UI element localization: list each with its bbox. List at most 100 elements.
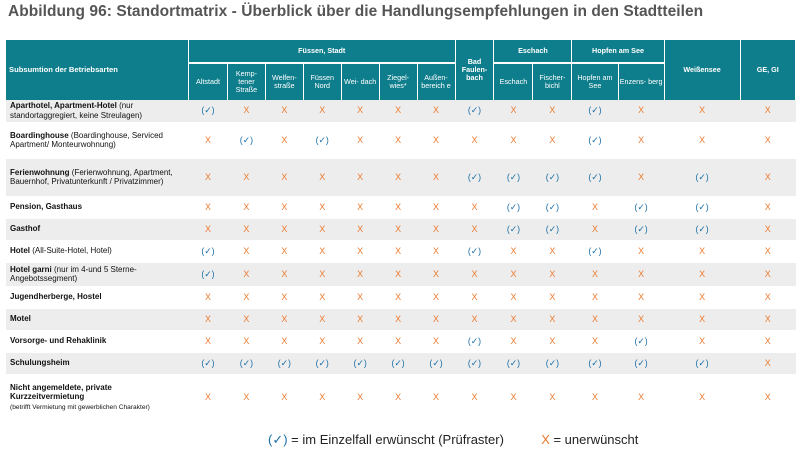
check-symbol: (✓) [695,201,709,212]
row-detail: (betrifft Vermietung mit gewerblichen Ch… [10,403,150,411]
cross-mark: X [664,286,740,309]
cross-symbol: X [319,268,326,279]
cross-mark: X [455,308,494,331]
check-symbol: (✓) [467,105,482,116]
cross-mark: X [227,286,266,309]
cross-symbol: X [433,391,440,402]
cross-mark: X [740,352,796,375]
cross-mark: X [618,286,665,309]
header-group: Weißensee [664,40,741,100]
cross-mark: X [303,262,342,287]
check-mark: (✓) [493,218,533,241]
cross-mark: X [303,196,342,219]
cross-symbol: X [281,335,288,346]
cross-symbol: X [433,245,440,256]
cross-symbol: X [699,391,706,402]
check-mark: (✓) [455,100,494,123]
cross-mark: X [188,218,228,241]
cross-mark: X [740,286,796,309]
cross-mark: X [455,218,494,241]
check-mark: (✓) [571,122,619,159]
row-name: Boardinghouse [10,130,69,140]
cross-symbol: X [764,245,771,256]
cross-mark: X [664,330,740,353]
cross-symbol: X [357,391,364,402]
row-label: Jugendherberge, Hostel [6,286,189,309]
check-mark: (✓) [227,122,266,159]
cross-mark: X [303,158,342,197]
cross-symbol: X [764,391,771,402]
row-label: Nicht angemeldete, private Kurzzeitvermi… [6,374,189,421]
cross-symbol: X [395,201,402,212]
cross-mark: X [664,374,740,421]
cross-mark: X [227,240,266,263]
cross-symbol: X [510,245,517,256]
cross-symbol: X [357,291,364,302]
cross-symbol: X [243,223,250,234]
check-symbol: (✓) [545,171,560,182]
cross-mark: X [227,158,266,197]
cross-mark: X [493,330,533,353]
cross-mark: X [265,262,304,287]
cross-mark: X [740,240,796,263]
cross-mark: X [664,262,740,287]
cross-symbol: X [433,223,440,234]
cross-symbol: X [549,105,556,116]
cross-mark: X [188,122,228,159]
cross-mark: X [188,286,228,309]
cross-mark: X [303,308,342,331]
cross-symbol: X [510,268,517,279]
cross-symbol: X [319,313,326,324]
cross-symbol: X [764,223,771,234]
check-mark: (✓) [303,122,342,159]
cross-mark: X [379,262,418,287]
check-symbol: (✓) [201,245,215,256]
check-mark: (✓) [618,196,665,219]
row-name: Aparthotel, Apartment-Hotel [10,101,117,111]
check-symbol: (✓) [315,134,329,145]
cross-mark: X [188,158,228,197]
check-mark: (✓) [571,158,619,197]
row-detail: (nur standortaggregiert, keine Streulage… [10,101,143,120]
cross-mark: X [341,218,380,241]
check-symbol: (✓) [695,171,709,182]
cross-symbol: X [281,268,288,279]
cross-mark: X [455,262,494,287]
cross-mark: X [379,122,418,159]
cross-mark: X [265,308,304,331]
cross-symbol: X [204,134,211,145]
check-mark: (✓) [341,352,380,375]
cross-mark: X [740,122,796,159]
check-mark: (✓) [532,158,572,197]
check-mark: (✓) [188,352,228,375]
check-mark: (✓) [455,240,494,263]
check-mark: (✓) [188,262,228,287]
cross-mark: X [740,100,796,123]
cross-mark: X [265,196,304,219]
check-symbol: (✓) [634,357,648,368]
legend-check-symbol: (✓) [268,432,288,447]
check-mark: (✓) [571,240,619,263]
header-subcolumn: Hopfen am See [571,63,619,100]
table-row: Boardinghouse (Boardinghouse, Serviced A… [6,122,796,159]
cross-symbol: X [549,268,556,279]
cross-mark: X [532,330,572,353]
check-mark: (✓) [417,352,456,375]
check-mark: (✓) [664,158,740,197]
cross-mark: X [571,196,619,219]
cross-symbol: X [281,201,288,212]
header-row-label: Subsumtion der Betriebsarten [6,40,189,100]
cross-symbol: X [357,313,364,324]
check-symbol: (✓) [588,357,602,368]
cross-mark: X [188,308,228,331]
check-mark: (✓) [493,158,533,197]
cross-mark: X [341,240,380,263]
check-mark: (✓) [571,100,619,123]
cross-mark: X [532,100,572,123]
check-symbol: (✓) [634,335,648,346]
row-name: Gasthof [10,224,41,234]
cross-symbol: X [764,357,771,368]
row-label: Schulungsheim [6,352,189,375]
cross-mark: X [493,374,533,421]
cross-mark: X [265,100,304,123]
